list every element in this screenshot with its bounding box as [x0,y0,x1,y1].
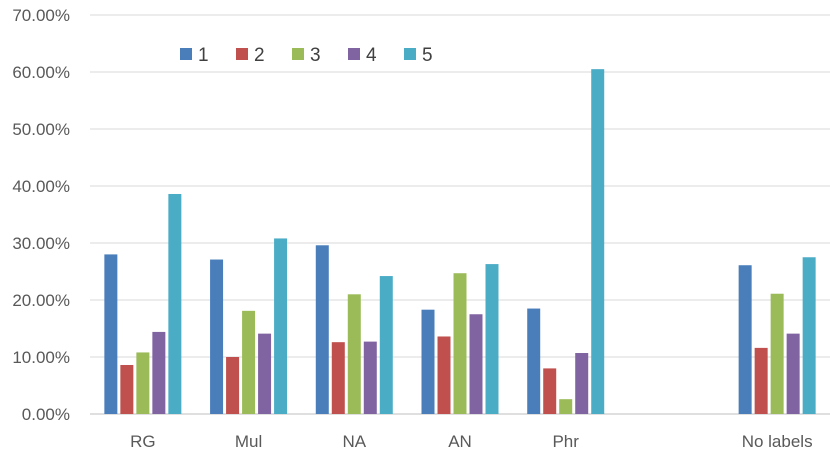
legend-label: 3 [310,45,321,66]
y-axis-tick-labels: 0.00% 10.00% 20.00% 30.00% 40.00% 50.00% 60.00… [12,6,70,424]
legend-label: 1 [198,45,209,66]
bar-series-3 [770,293,784,414]
bar-series-1 [738,265,752,414]
y-tick-label: 70.00% [12,6,70,25]
bar-series-5 [485,264,499,414]
x-category-label: RG [130,432,156,451]
x-axis-category-labels: RG Mul NA AN Phr No labels [130,432,812,451]
bar-series-1 [527,308,541,414]
x-category-label: No labels [742,432,813,451]
y-tick-label: 20.00% [12,291,70,310]
bar-series-3 [559,399,573,414]
bar-series-4 [786,333,800,414]
legend-label: 2 [254,45,265,66]
bar-series-3 [136,352,150,414]
bar-series-3 [242,310,256,414]
legend-swatch-2 [236,48,248,60]
bar-series-5 [591,69,605,415]
x-category-label: AN [448,432,472,451]
bar-series-4 [575,353,589,414]
bar-series-4 [469,314,483,414]
bar-series-2 [120,364,134,414]
x-category-label: Phr [552,432,579,451]
bar-series-2 [754,347,768,414]
x-category-label: NA [342,432,366,451]
bar-series-5 [379,276,393,414]
bar-series-1 [421,309,435,414]
bar-series-1 [104,254,118,414]
y-tick-label: 10.00% [12,348,70,367]
legend-swatch-4 [348,48,360,60]
bars [104,69,816,415]
y-tick-label: 0.00% [22,405,70,424]
bar-series-2 [331,342,345,414]
y-tick-label: 30.00% [12,234,70,253]
bar-series-2 [226,357,240,414]
y-tick-label: 40.00% [12,177,70,196]
y-tick-label: 60.00% [12,63,70,82]
bar-series-3 [347,294,361,414]
legend-swatch-1 [180,48,192,60]
legend-swatch-3 [292,48,304,60]
bar-series-4 [152,331,166,414]
bar-series-3 [453,273,467,414]
legend-label: 4 [366,45,377,66]
bar-series-5 [274,238,288,414]
legend: 1 2 3 4 5 [180,45,433,66]
bar-series-4 [258,333,272,414]
bar-series-4 [363,341,377,414]
bar-series-1 [210,259,224,414]
x-category-label: Mul [235,432,262,451]
legend-swatch-5 [404,48,416,60]
bar-series-5 [168,193,182,414]
legend-label: 5 [422,45,433,66]
y-tick-label: 50.00% [12,120,70,139]
bar-series-5 [802,257,816,414]
bar-series-1 [315,245,329,414]
bar-series-2 [543,368,557,414]
bar-series-2 [437,336,451,414]
